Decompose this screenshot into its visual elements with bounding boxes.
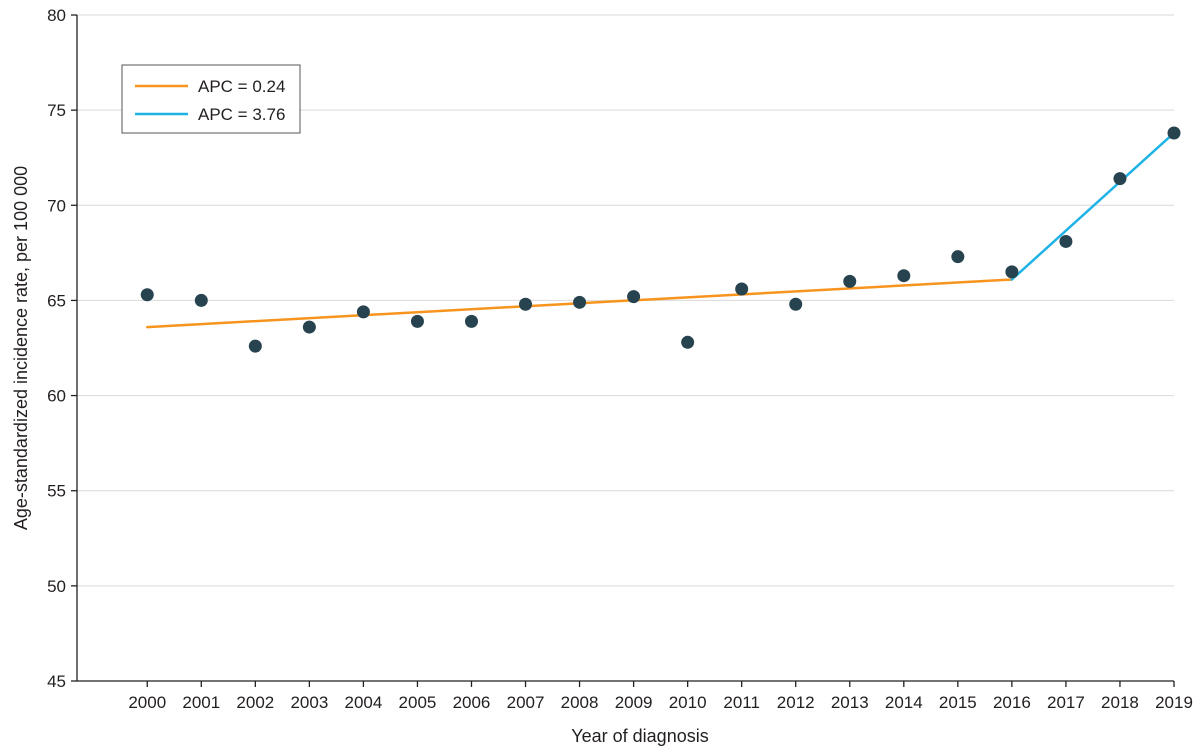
data-point-2010 xyxy=(681,335,695,349)
legend-label-apc-0-24: APC = 0.24 xyxy=(198,77,285,96)
y-tick-label-75: 75 xyxy=(47,101,66,120)
x-tick-label-2009: 2009 xyxy=(615,693,653,712)
legend-label-apc-3-76: APC = 3.76 xyxy=(198,105,285,124)
legend: APC = 0.24 APC = 3.76 xyxy=(121,64,301,134)
y-axis-title: Age-standardized incidence rate, per 100… xyxy=(11,166,31,530)
y-tick-label-50: 50 xyxy=(47,577,66,596)
data-points xyxy=(140,126,1181,353)
x-tick-label-2013: 2013 xyxy=(831,693,869,712)
data-point-2019 xyxy=(1167,126,1181,140)
data-point-2001 xyxy=(194,293,208,307)
data-point-2004 xyxy=(356,305,370,319)
x-tick-label-2016: 2016 xyxy=(993,693,1031,712)
data-point-2005 xyxy=(410,314,424,328)
x-tick-label-2018: 2018 xyxy=(1101,693,1139,712)
x-ticks: 2000 2001 2002 2003 2004 2005 2006 2007 2008 2009… xyxy=(128,681,1193,712)
data-point-2008 xyxy=(573,295,587,309)
data-point-2015 xyxy=(951,250,965,264)
x-tick-label-2008: 2008 xyxy=(561,693,599,712)
x-tick-label-2010: 2010 xyxy=(669,693,707,712)
data-point-2018 xyxy=(1113,172,1127,186)
data-point-2003 xyxy=(302,320,316,334)
data-point-2017 xyxy=(1059,234,1073,248)
y-tick-label-60: 60 xyxy=(47,387,66,406)
data-point-2011 xyxy=(735,282,749,296)
trend-lines xyxy=(146,131,1176,329)
x-tick-label-2004: 2004 xyxy=(344,693,382,712)
data-point-2014 xyxy=(897,269,911,283)
x-tick-label-2007: 2007 xyxy=(507,693,545,712)
x-tick-label-2012: 2012 xyxy=(777,693,815,712)
x-tick-label-2019: 2019 xyxy=(1155,693,1193,712)
x-tick-label-2006: 2006 xyxy=(453,693,491,712)
legend-box xyxy=(121,64,301,134)
trend-line-1 xyxy=(1010,131,1176,281)
y-ticks: 45 50 55 60 65 70 75 80 xyxy=(47,6,77,691)
data-point-2012 xyxy=(789,297,803,311)
x-tick-label-2011: 2011 xyxy=(723,693,760,712)
y-tick-label-70: 70 xyxy=(47,196,66,215)
y-tick-label-55: 55 xyxy=(47,482,66,501)
data-point-2013 xyxy=(843,274,857,288)
x-tick-label-2015: 2015 xyxy=(939,693,977,712)
x-tick-label-2001: 2001 xyxy=(182,693,220,712)
axes xyxy=(76,15,1174,682)
y-tick-label-45: 45 xyxy=(47,672,66,691)
x-tick-label-2003: 2003 xyxy=(290,693,328,712)
x-tick-label-2002: 2002 xyxy=(236,693,274,712)
x-axis-title: Year of diagnosis xyxy=(571,726,708,746)
data-point-2002 xyxy=(248,339,262,353)
x-tick-label-2005: 2005 xyxy=(399,693,437,712)
x-tick-label-2000: 2000 xyxy=(128,693,166,712)
x-tick-label-2014: 2014 xyxy=(885,693,923,712)
data-point-2007 xyxy=(519,297,533,311)
data-point-2000 xyxy=(140,288,154,302)
y-tick-label-80: 80 xyxy=(47,6,66,25)
data-point-2006 xyxy=(464,314,478,328)
data-point-2009 xyxy=(627,290,641,304)
x-tick-label-2017: 2017 xyxy=(1047,693,1085,712)
data-point-2016 xyxy=(1005,265,1019,279)
y-tick-label-65: 65 xyxy=(47,291,66,310)
